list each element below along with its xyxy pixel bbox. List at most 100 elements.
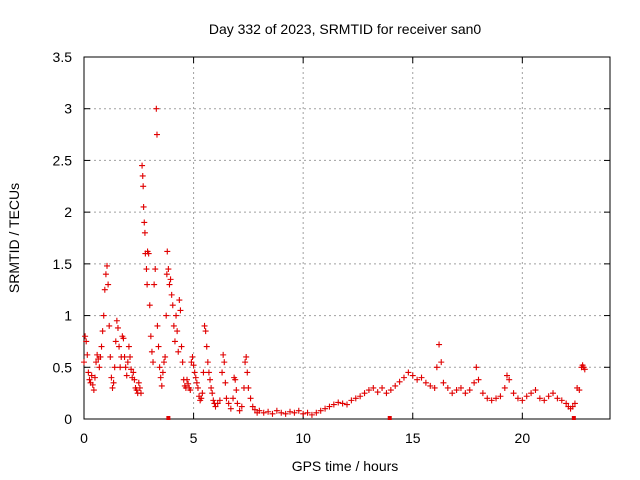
data-point — [157, 374, 164, 381]
data-point — [383, 390, 390, 397]
data-point — [273, 407, 280, 414]
data-point — [163, 312, 170, 319]
data-point — [335, 399, 342, 406]
data-point — [236, 407, 243, 414]
y-tick-label: 3 — [64, 101, 72, 117]
x-axis-label: GPS time / hours — [292, 458, 399, 474]
data-point — [466, 387, 473, 394]
data-point — [200, 369, 207, 376]
data-point — [179, 359, 186, 366]
data-point — [405, 369, 412, 376]
data-point — [523, 393, 530, 400]
data-point — [122, 364, 129, 371]
data-point — [427, 382, 434, 389]
data-point — [184, 376, 191, 383]
data-point — [287, 408, 294, 415]
data-point — [158, 382, 165, 389]
data-point — [202, 328, 209, 335]
data-point — [112, 338, 119, 345]
data-point — [163, 271, 170, 278]
data-point — [178, 343, 185, 350]
data-point — [146, 302, 153, 309]
data-point — [265, 408, 272, 415]
data-point — [136, 384, 143, 391]
data-point — [484, 395, 491, 402]
y-tick-labels: 0 0.5 1 1.5 2 2.5 3 3.5 — [53, 49, 73, 427]
data-point — [137, 390, 144, 397]
data-point — [139, 172, 146, 179]
y-tick-label: 0 — [64, 411, 72, 427]
y-tick-label: 2.5 — [53, 152, 73, 168]
data-point — [201, 322, 208, 329]
data-point — [230, 395, 237, 402]
data-point — [330, 401, 337, 408]
data-point — [81, 359, 87, 366]
data-point — [89, 381, 96, 388]
data-point — [304, 409, 311, 416]
data-point — [176, 297, 183, 304]
data-point — [102, 271, 109, 278]
data-point — [150, 359, 157, 366]
data-point — [503, 372, 510, 379]
gap-marker — [166, 416, 171, 420]
data-point — [308, 411, 315, 418]
data-point — [152, 266, 159, 273]
data-point — [86, 376, 93, 383]
data-point — [191, 369, 198, 376]
data-point — [339, 400, 346, 407]
data-point — [151, 281, 158, 288]
data-point — [550, 390, 557, 397]
data-point — [260, 409, 267, 416]
data-point — [256, 407, 263, 414]
data-point — [414, 376, 421, 383]
data-point — [227, 405, 234, 412]
data-point — [244, 369, 251, 376]
data-point — [242, 359, 249, 366]
data-point — [571, 400, 578, 407]
data-point — [162, 353, 169, 360]
data-point — [317, 407, 324, 414]
data-point — [94, 351, 101, 358]
data-point — [514, 395, 521, 402]
data-point — [125, 343, 132, 350]
x-tick-label: 0 — [80, 430, 88, 446]
data-point — [473, 364, 480, 371]
gap-marker — [387, 416, 392, 420]
data-point — [392, 382, 399, 389]
data-point — [123, 372, 130, 379]
data-point — [247, 395, 254, 402]
data-point — [563, 400, 570, 407]
y-tick-label: 1.5 — [53, 256, 73, 272]
data-point — [471, 379, 478, 386]
data-point — [114, 324, 121, 331]
data-point — [220, 351, 227, 358]
data-point — [168, 291, 175, 298]
data-point — [488, 397, 495, 404]
data-point — [177, 307, 184, 314]
data-point — [88, 372, 95, 379]
data-point — [219, 369, 226, 376]
data-point — [433, 364, 440, 371]
data-point — [210, 397, 217, 404]
data-point — [147, 333, 154, 340]
x-tick-label: 20 — [515, 430, 531, 446]
data-point — [83, 338, 90, 345]
data-point — [222, 379, 229, 386]
data-point — [532, 387, 539, 394]
data-point — [109, 384, 116, 391]
data-point — [326, 403, 333, 410]
data-point — [124, 359, 131, 366]
data-point — [166, 281, 173, 288]
data-point — [106, 322, 113, 329]
data-point — [462, 390, 469, 397]
data-point — [444, 384, 451, 391]
data-point — [205, 369, 212, 376]
data-point — [409, 372, 416, 379]
data-point — [110, 379, 117, 386]
data-point — [528, 390, 535, 397]
data-point — [208, 384, 215, 391]
data-point — [243, 353, 250, 360]
data-point — [453, 387, 460, 394]
chart-title: Day 332 of 2023, SRMTID for receiver san… — [209, 21, 482, 37]
